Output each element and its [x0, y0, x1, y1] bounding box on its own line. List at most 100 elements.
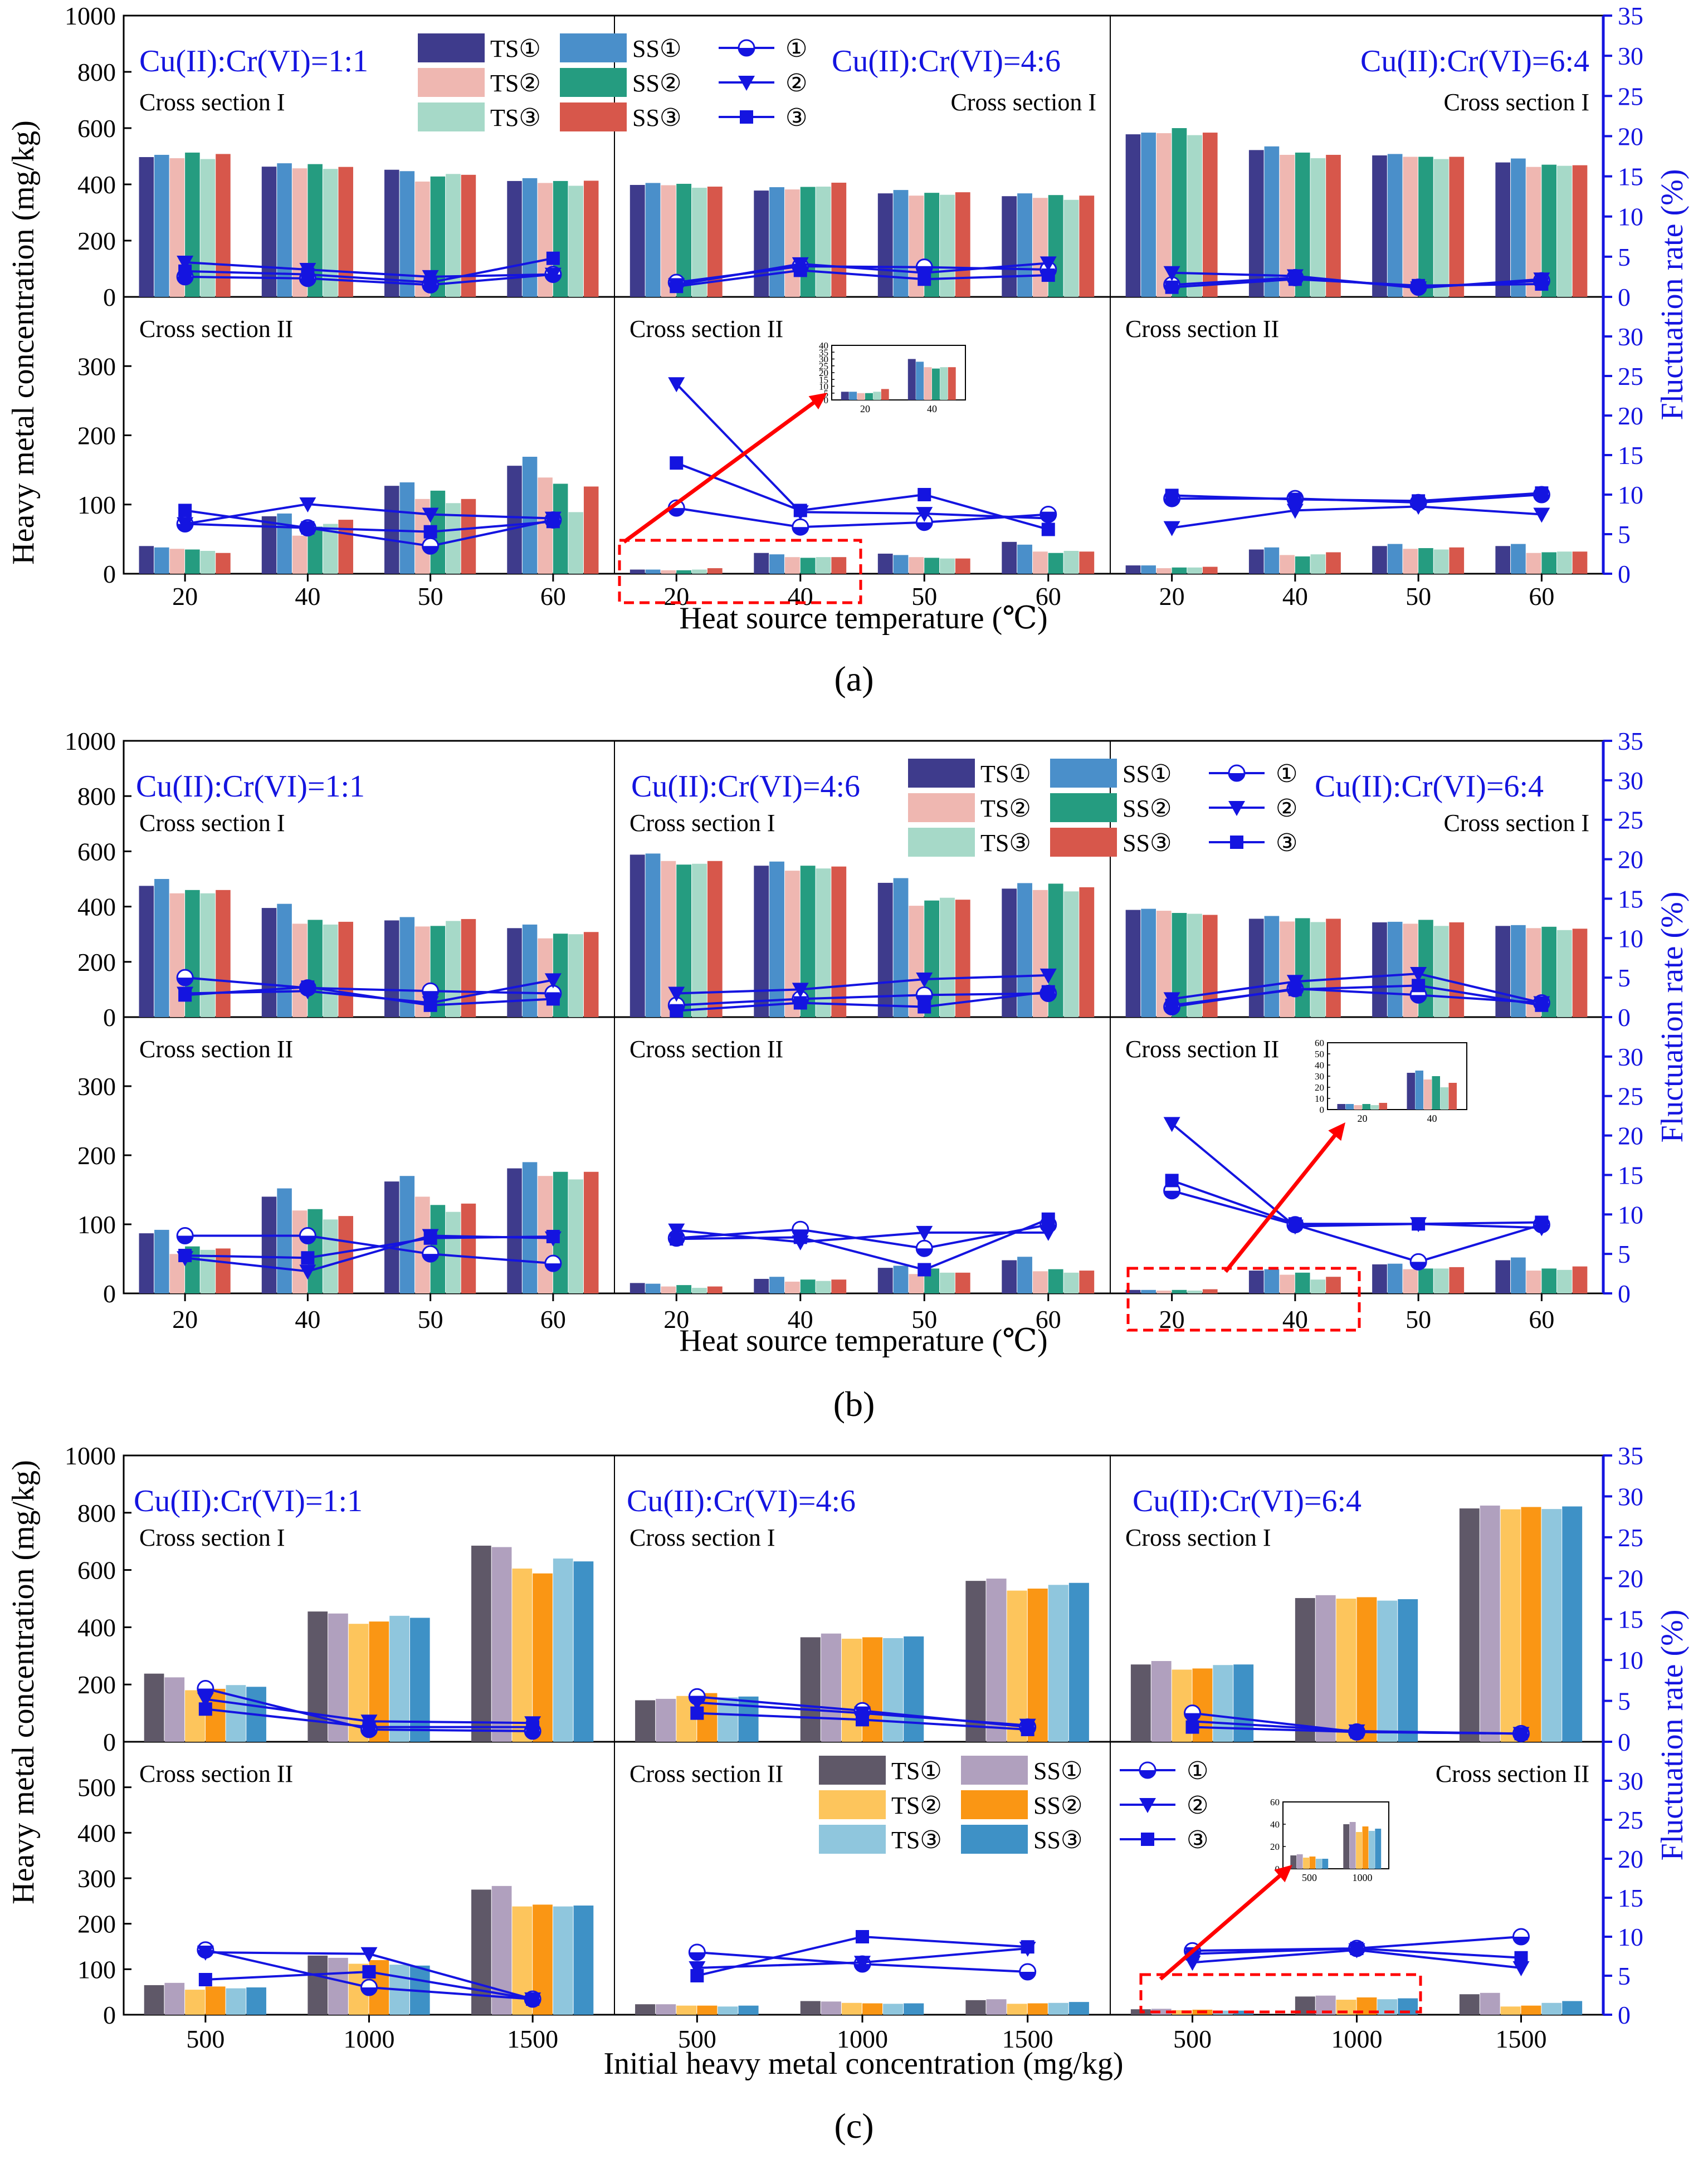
bar	[246, 1987, 266, 2015]
inset-bar	[1354, 1105, 1362, 1110]
bar	[1068, 2002, 1089, 2015]
fluctuation-marker	[1535, 277, 1549, 291]
bar	[1048, 1269, 1063, 1293]
legend-label: TS②	[980, 795, 1031, 822]
inset-y-label: 40	[1270, 1819, 1280, 1830]
fluctuation-marker	[299, 497, 316, 513]
section-label-top: Cross section I	[139, 809, 285, 837]
bar	[738, 1696, 759, 1742]
bar	[635, 2004, 656, 2015]
bar	[718, 2006, 738, 2015]
section-label-bottom: Cross section II	[1125, 1035, 1279, 1063]
y-tick-label: 400	[77, 893, 116, 921]
bar	[629, 569, 645, 574]
legend-line-label: ③	[1187, 1826, 1208, 1854]
bar	[707, 568, 723, 574]
bar	[986, 1579, 1007, 1742]
bar	[1032, 1271, 1048, 1293]
inset-bar	[1432, 1076, 1440, 1110]
bar	[754, 1278, 769, 1293]
bar	[1264, 916, 1280, 1017]
legend-label: SS③	[1123, 829, 1172, 857]
legend-marker-fill	[1229, 773, 1245, 781]
section-label-bottom: Cross section II	[1125, 315, 1279, 343]
bar	[1511, 158, 1526, 297]
bar	[154, 879, 169, 1017]
fluctuation-marker	[1040, 1225, 1057, 1241]
fluctuation-marker	[670, 456, 684, 470]
bar	[144, 1673, 164, 1742]
bar	[1295, 1272, 1310, 1293]
bar	[1403, 549, 1418, 574]
fluctuation-marker	[918, 1000, 931, 1014]
fluctuation-marker	[1165, 280, 1179, 294]
section-label-bottom: Cross section II	[629, 315, 783, 343]
bar	[661, 570, 676, 574]
legend-marker	[1228, 801, 1245, 816]
fluctuation-marker	[546, 992, 560, 1006]
y2-tick-label: 5	[1618, 520, 1631, 549]
bar	[800, 558, 816, 574]
y2-tick-label: 5	[1618, 1962, 1631, 1990]
fluctuation-marker	[422, 1245, 440, 1263]
legend-label: TS①	[490, 35, 541, 62]
fluctuation-marker	[916, 507, 933, 522]
x-tick-label: 60	[540, 582, 566, 610]
bar	[1079, 551, 1095, 574]
x-tick-label: 1500	[1002, 2025, 1053, 2053]
zoom-arrow	[1159, 1869, 1287, 1981]
bar	[1541, 552, 1557, 574]
panel-2: 0200400600800100005101520253035010020030…	[65, 1442, 1690, 2146]
bar	[769, 1277, 784, 1293]
bar	[1172, 1289, 1187, 1293]
fluctuation-marker	[670, 1004, 684, 1018]
fluctuation-marker	[688, 1943, 706, 1961]
bar	[200, 550, 216, 574]
fluctuation-marker	[546, 1229, 560, 1243]
bar	[1063, 1272, 1079, 1293]
bar	[1500, 2006, 1521, 2015]
bar	[1233, 2010, 1254, 2015]
bar	[512, 1569, 533, 1742]
bar	[831, 866, 847, 1017]
fluctuation-marker	[668, 986, 685, 1002]
fluctuation-line	[675, 383, 1048, 520]
fluctuation-marker-fill	[916, 1248, 933, 1257]
legend-swatch	[819, 1825, 886, 1854]
y2-tick-label: 30	[1618, 1482, 1643, 1511]
inset-y-label: 20	[1315, 1082, 1324, 1093]
bar	[154, 547, 169, 574]
y-tick-label: 200	[77, 1670, 116, 1699]
y-tick-label: 1000	[65, 2, 116, 30]
bar	[583, 932, 599, 1017]
fluctuation-marker	[176, 969, 194, 986]
inset-y-label: 60	[1315, 1038, 1324, 1048]
legend-swatch	[961, 1790, 1028, 1819]
fluctuation-line	[676, 1223, 1049, 1250]
inset-x-label: 40	[927, 403, 937, 414]
fluctuation-line	[676, 462, 1049, 531]
y2-tick-label: 35	[1618, 2, 1643, 30]
fluctuation-marker	[1350, 1725, 1364, 1739]
bar	[1372, 1264, 1387, 1293]
fluctuation-line	[185, 1235, 553, 1259]
legend-label: TS②	[891, 1792, 942, 1819]
inset-x-label: 20	[1358, 1113, 1368, 1124]
bar	[769, 187, 784, 297]
bar	[1433, 549, 1449, 574]
bar	[185, 549, 200, 574]
bar	[507, 1168, 522, 1293]
section-label-bottom: Cross section II	[629, 1760, 783, 1787]
fluctuation-marker	[918, 272, 931, 286]
bar	[784, 1281, 800, 1293]
legend-marker	[1230, 836, 1243, 849]
fluctuation-line	[184, 1234, 553, 1273]
fluctuation-marker	[362, 1965, 376, 1979]
bar	[1002, 196, 1017, 297]
bar	[308, 1955, 328, 2015]
fluctuation-marker	[1350, 1942, 1364, 1955]
inset-bar	[1370, 1105, 1379, 1110]
fluctuation-marker	[689, 1961, 706, 1976]
y2-tick-label: 5	[1618, 1687, 1631, 1716]
